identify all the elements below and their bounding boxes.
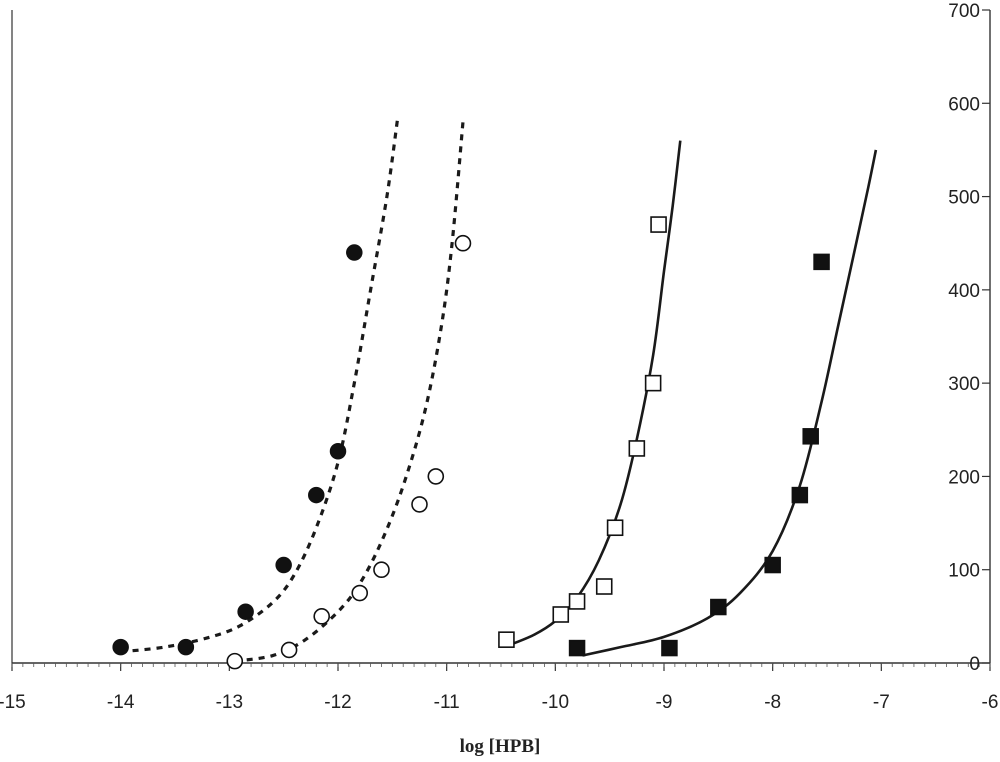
data-points	[112, 216, 830, 670]
y-tick-label: 0	[969, 654, 980, 675]
point-filled-circle	[308, 486, 325, 504]
point-filled-circle	[346, 244, 363, 261]
point-filled-circle	[329, 442, 347, 460]
fit-curve-2	[234, 121, 465, 663]
point-filled-circle	[275, 556, 292, 574]
x-tick-label: -6	[982, 692, 999, 713]
fit-curve-3	[505, 140, 682, 648]
point-open-square	[552, 606, 570, 623]
point-filled-circle	[237, 603, 254, 620]
point-open-circle	[373, 561, 390, 579]
x-tick-label: -8	[764, 692, 781, 713]
fit-curve-1	[120, 117, 400, 654]
point-open-square	[606, 519, 624, 537]
y-tick-label: 300	[948, 374, 980, 395]
x-tick-label: -7	[873, 692, 890, 713]
point-open-square	[628, 440, 646, 457]
plot-frame	[11, 10, 991, 664]
point-open-square	[498, 631, 515, 648]
point-open-square	[644, 374, 662, 392]
fit-curve-4	[582, 149, 878, 657]
point-filled-square	[661, 639, 678, 657]
x-tick-label: -10	[542, 692, 569, 713]
y-tick-label: 200	[948, 467, 980, 488]
point-filled-circle	[177, 638, 195, 656]
y-tick-label: 500	[948, 188, 980, 209]
y-tick-label: 400	[948, 281, 980, 302]
point-open-circle	[280, 641, 298, 659]
point-filled-square	[802, 428, 819, 445]
point-open-circle	[313, 608, 331, 625]
x-tick-label: -12	[324, 692, 351, 713]
point-filled-square	[791, 486, 809, 504]
point-open-circle	[411, 496, 428, 513]
x-axis-title: log [HPB]	[460, 736, 541, 757]
x-tick-label: -11	[434, 692, 460, 713]
point-open-circle	[454, 234, 472, 252]
y-tick-label: 600	[948, 94, 980, 115]
y-ticks: 0 100 200 300 400 500 600 700	[948, 1, 990, 675]
x-tick-label: -15	[0, 692, 26, 713]
x-ticks: -15 -14 -13 -12 -11 -10 -9 -8 -7 -6	[0, 663, 998, 713]
point-open-square	[650, 216, 667, 233]
point-open-square	[568, 593, 586, 610]
y-tick-label: 700	[948, 1, 980, 22]
x-tick-label: -9	[656, 692, 673, 713]
point-open-circle	[226, 652, 244, 670]
point-filled-square	[568, 639, 586, 657]
x-tick-label: -14	[107, 692, 135, 713]
point-filled-circle	[112, 638, 129, 656]
point-open-square	[595, 578, 613, 595]
point-filled-square	[710, 598, 727, 616]
point-open-circle	[351, 584, 369, 602]
y-tick-label: 100	[948, 561, 980, 582]
point-open-circle	[427, 468, 445, 485]
fit-curves	[120, 117, 878, 663]
point-filled-square	[813, 253, 830, 271]
point-filled-square	[764, 556, 781, 574]
x-tick-label: -13	[216, 692, 243, 713]
